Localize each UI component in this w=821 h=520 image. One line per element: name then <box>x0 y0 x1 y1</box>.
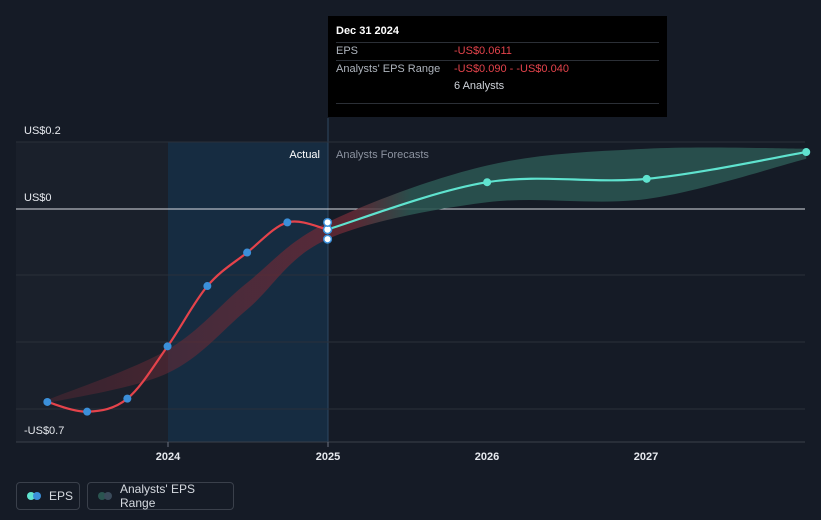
forecast-point-0 <box>483 178 492 187</box>
analyst-range-band <box>47 147 807 404</box>
series-line-1 <box>327 150 807 231</box>
x-tick-2026: 2026 <box>475 451 499 463</box>
series-points[interactable] <box>43 148 811 416</box>
eps-point-6 <box>283 218 292 227</box>
forecast-region-label: Analysts Forecasts <box>336 149 429 161</box>
tooltip-analysts-row: 6 Analysts <box>336 78 659 95</box>
tooltip-eps-label: EPS <box>336 45 359 57</box>
eps-point-5 <box>243 248 252 257</box>
tooltip-divider <box>336 103 659 104</box>
eps-point-2 <box>123 394 132 403</box>
range-band-area <box>47 147 807 404</box>
series-line-0 <box>47 220 328 413</box>
series-lines <box>47 150 807 413</box>
legend-eps-label: EPS <box>49 489 74 503</box>
eps-point-1 <box>83 407 92 416</box>
y-label-top: US$0.2 <box>24 125 61 137</box>
tooltip-range-row: Analysts' EPS Range -US$0.090 - -US$0.04… <box>336 60 659 78</box>
tooltip-date: Dec 31 2024 <box>336 25 399 37</box>
eps-point-0 <box>43 397 52 406</box>
tooltip-analysts-count: 6 Analysts <box>454 80 505 92</box>
hover-tooltip: Dec 31 2024 EPS -US$0.0611 Analysts' EPS… <box>328 16 667 117</box>
x-tick-2024: 2024 <box>156 451 181 463</box>
tooltip-eps-row: EPS -US$0.0611 <box>336 42 659 60</box>
x-tick-2025: 2025 <box>316 451 340 463</box>
eps-point-3 <box>163 342 172 351</box>
eps-point-4 <box>203 282 212 291</box>
eps-legend-icon <box>27 492 41 500</box>
x-tick-2027: 2027 <box>634 451 658 463</box>
y-label-bottom: -US$0.7 <box>24 425 64 437</box>
range-low-point <box>323 234 333 244</box>
chart-background <box>16 118 329 442</box>
range-high-point <box>323 217 333 227</box>
tooltip-range-value: -US$0.090 - -US$0.040 <box>454 63 569 75</box>
y-label-zero: US$0 <box>24 192 52 204</box>
forecast-point-2 <box>802 148 811 157</box>
range-legend-icon <box>98 492 112 500</box>
axis-labels: US$0.2 US$0 -US$0.7 Actual Analysts Fore… <box>24 125 658 463</box>
legend-range-label: Analysts' EPS Range <box>120 482 195 510</box>
gridlines <box>16 141 805 447</box>
legend-eps[interactable]: EPS <box>16 482 80 510</box>
legend-range[interactable]: Analysts' EPS Range <box>87 482 234 510</box>
tooltip-eps-value: -US$0.0611 <box>454 45 512 57</box>
forecast-point-1 <box>642 174 651 183</box>
actual-region-label: Actual <box>289 149 320 161</box>
tooltip-range-label: Analysts' EPS Range <box>336 63 441 75</box>
